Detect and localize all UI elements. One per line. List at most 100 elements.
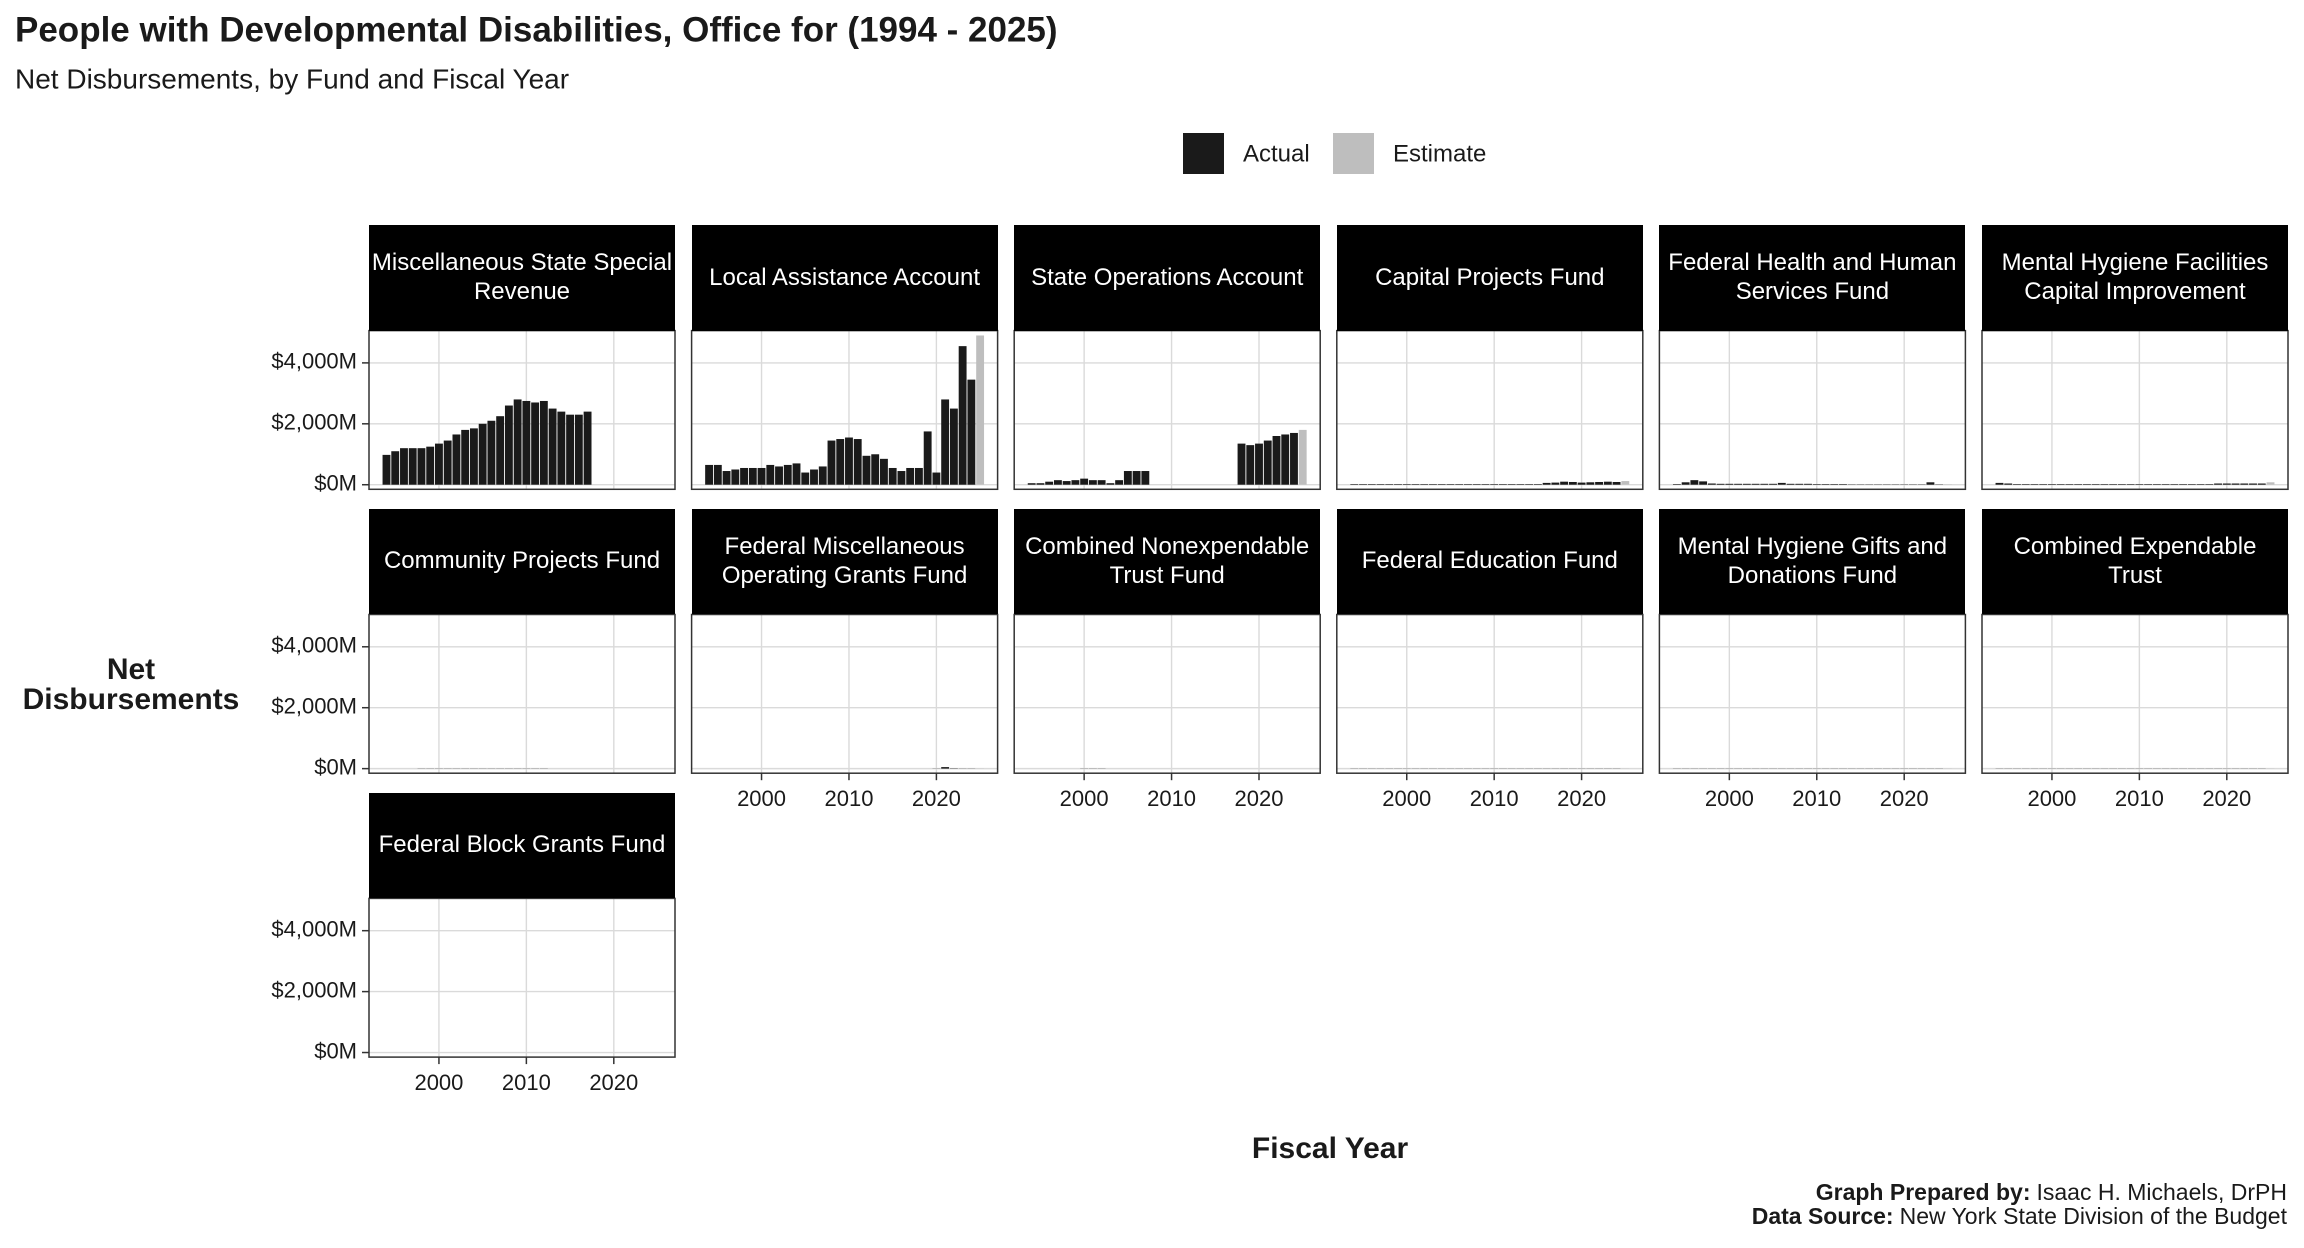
x-tick-label: 2010 [1792, 786, 1841, 811]
facet-strip: Federal Miscellaneous Operating Grants F… [691, 508, 998, 615]
bar [2039, 484, 2048, 485]
bar [1255, 443, 1263, 485]
bar [1769, 483, 1777, 485]
bar [2074, 484, 2083, 485]
bar [1106, 483, 1115, 485]
panel-background [1659, 614, 1966, 774]
bar [2205, 484, 2214, 485]
bar [906, 467, 915, 485]
bar [836, 439, 845, 485]
bar [941, 399, 950, 485]
panel-border [1658, 613, 1967, 774]
bar [452, 434, 461, 485]
bar [2021, 484, 2030, 485]
bar [932, 472, 941, 485]
bar [513, 399, 522, 485]
bar [1786, 483, 1795, 485]
bar [914, 467, 923, 485]
legend-key [1183, 133, 1224, 174]
y-tick-label: $0M [314, 1038, 357, 1063]
bar [1263, 440, 1272, 485]
bar [548, 408, 557, 485]
bar [713, 464, 722, 485]
panel-border [1336, 613, 1644, 774]
bar [1088, 480, 1097, 485]
bar [2249, 483, 2257, 485]
panel-border [1981, 613, 2289, 774]
bar [1481, 484, 1490, 485]
bar [1290, 432, 1298, 485]
panel-border [690, 329, 999, 491]
bar [1612, 481, 1621, 485]
x-tick-label: 2020 [2202, 786, 2251, 811]
bar [1551, 482, 1560, 485]
bar [566, 414, 575, 485]
bar [783, 464, 792, 485]
bar [2240, 483, 2249, 485]
bar [1281, 434, 1290, 485]
x-tick-label: 2010 [502, 1070, 551, 1095]
bar [461, 429, 470, 485]
bar [897, 471, 906, 485]
bar [862, 455, 871, 485]
bar [853, 439, 862, 485]
bar [1367, 484, 1376, 485]
bar [888, 467, 897, 485]
bar [1525, 484, 1534, 485]
bar [1376, 484, 1385, 485]
bar [2091, 484, 2100, 485]
bar [1621, 481, 1630, 485]
bar [426, 446, 435, 485]
bar [827, 440, 836, 485]
facet-strip: Federal Education Fund [1336, 508, 1643, 615]
bar [1036, 483, 1045, 485]
x-tick-label: 2010 [2115, 786, 2164, 811]
panel-background [691, 614, 998, 774]
bar [1725, 483, 1734, 485]
chart-subtitle: Net Disbursements, by Fund and Fiscal Ye… [15, 63, 569, 94]
bar [2109, 484, 2118, 485]
facet-strip: Local Assistance Account [691, 224, 998, 331]
panel-background [1014, 614, 1321, 774]
y-axis-title: Net Disbursements [22, 653, 240, 716]
panel-background [1336, 614, 1643, 774]
bar [731, 469, 740, 485]
bar [967, 379, 976, 485]
bar [748, 467, 757, 485]
panel-border [368, 897, 676, 1058]
bar [1507, 484, 1516, 485]
bar [1699, 481, 1708, 485]
bar [1795, 483, 1804, 485]
chart-title: People with Developmental Disabilities, … [15, 10, 1058, 49]
bar [1350, 484, 1359, 485]
bar [740, 467, 748, 485]
bar [775, 466, 783, 485]
bar [1402, 484, 1411, 485]
bar [2065, 484, 2074, 485]
panel-border [1013, 329, 1321, 491]
bar [2135, 484, 2144, 485]
bar [1577, 482, 1586, 485]
bar [1385, 484, 1394, 485]
panel-border [690, 613, 999, 774]
x-tick-label: 2000 [2027, 786, 2076, 811]
bar [1707, 483, 1716, 485]
bar [2179, 484, 2188, 485]
bar [2187, 484, 2196, 485]
x-tick-label: 2000 [1705, 786, 1754, 811]
bar [2152, 484, 2161, 485]
panel-border [1336, 329, 1644, 491]
bar [976, 335, 985, 485]
bar [1411, 484, 1420, 485]
bar [1115, 480, 1124, 485]
bar [2126, 484, 2135, 485]
bar [2030, 484, 2039, 485]
panel-border [1981, 329, 2289, 491]
bar [871, 454, 880, 485]
facet-strip: Capital Projects Fund [1336, 224, 1643, 331]
bar [1830, 484, 1839, 485]
x-tick-label: 2020 [1880, 786, 1929, 811]
facet-strip: Miscellaneous State Special Revenue [369, 224, 675, 331]
